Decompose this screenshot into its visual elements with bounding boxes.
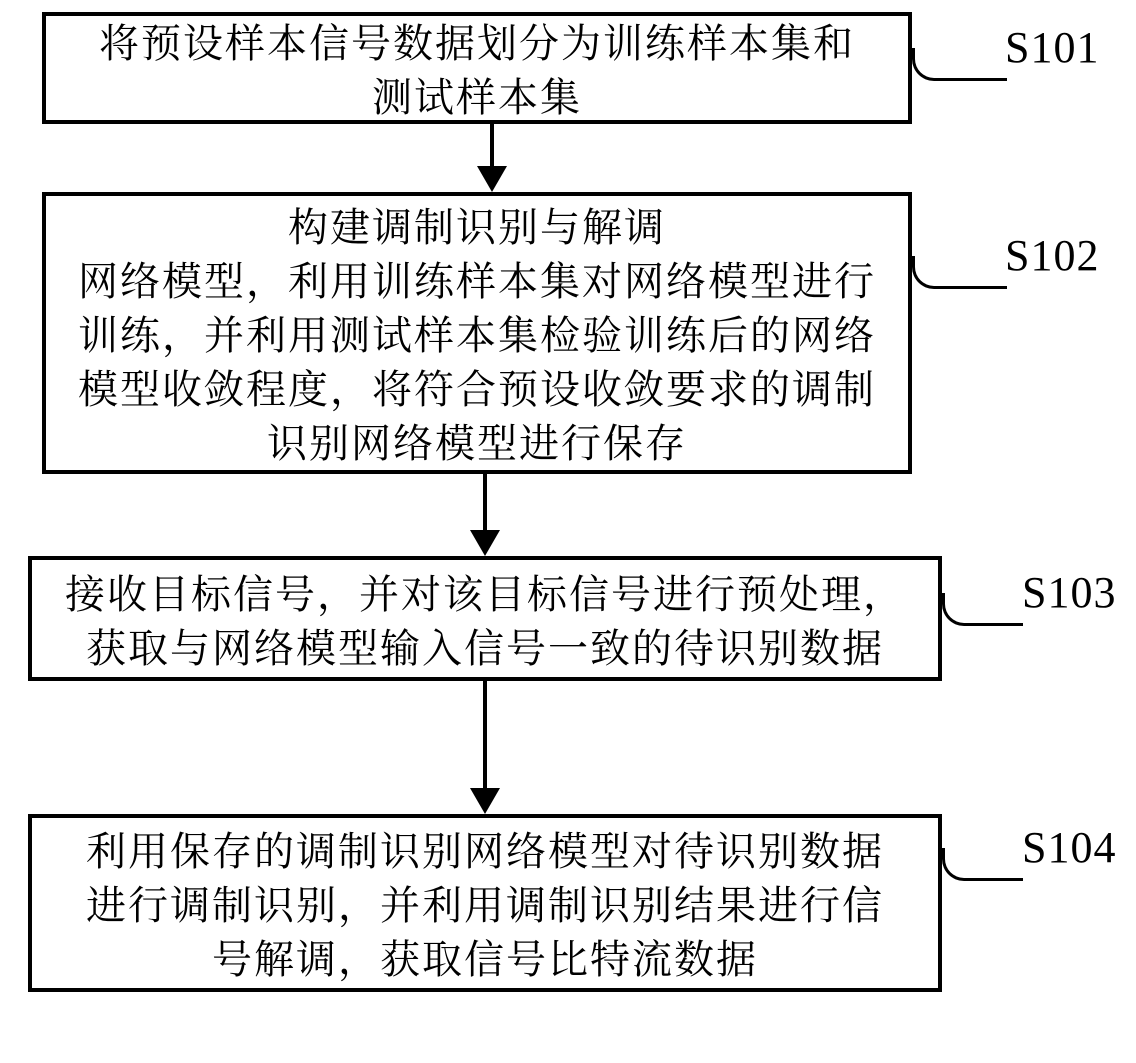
step-label-s102: S102 (1005, 230, 1099, 281)
label-connector-s102 (912, 256, 1007, 289)
flow-arrow-2 (470, 474, 500, 556)
flowchart-canvas: 将预设样本信号数据划分为训练样本集和 测试样本集 S101 构建调制识别与解调 … (0, 0, 1136, 1063)
flow-node-s101-text: 将预设样本信号数据划分为训练样本集和 测试样本集 (81, 8, 873, 128)
flow-arrow-3 (470, 681, 500, 814)
flow-node-s101: 将预设样本信号数据划分为训练样本集和 测试样本集 (42, 12, 912, 124)
flow-node-s104: 利用保存的调制识别网络模型对待识别数据 进行调制识别，并利用调制识别结果进行信 … (28, 814, 942, 992)
step-label-s104: S104 (1022, 822, 1116, 873)
label-connector-s101 (912, 48, 1007, 81)
step-label-s103: S103 (1022, 567, 1116, 618)
label-connector-s104 (942, 848, 1023, 881)
flow-node-s103: 接收目标信号，并对该目标信号进行预处理， 获取与网络模型输入信号一致的待识别数据 (28, 556, 942, 681)
flow-arrow-1 (477, 124, 507, 192)
flow-node-s102-text: 构建调制识别与解调 网络模型，利用训练样本集对网络模型进行 训练，并利用测试样本… (60, 192, 894, 474)
label-connector-s103 (942, 593, 1023, 626)
flow-node-s104-text: 利用保存的调制识别网络模型对待识别数据 进行调制识别，并利用调制识别结果进行信 … (68, 816, 902, 990)
flow-node-s102: 构建调制识别与解调 网络模型，利用训练样本集对网络模型进行 训练，并利用测试样本… (42, 192, 912, 474)
flow-node-s103-text: 接收目标信号，并对该目标信号进行预处理， 获取与网络模型输入信号一致的待识别数据 (47, 559, 923, 679)
step-label-s101: S101 (1005, 22, 1099, 73)
